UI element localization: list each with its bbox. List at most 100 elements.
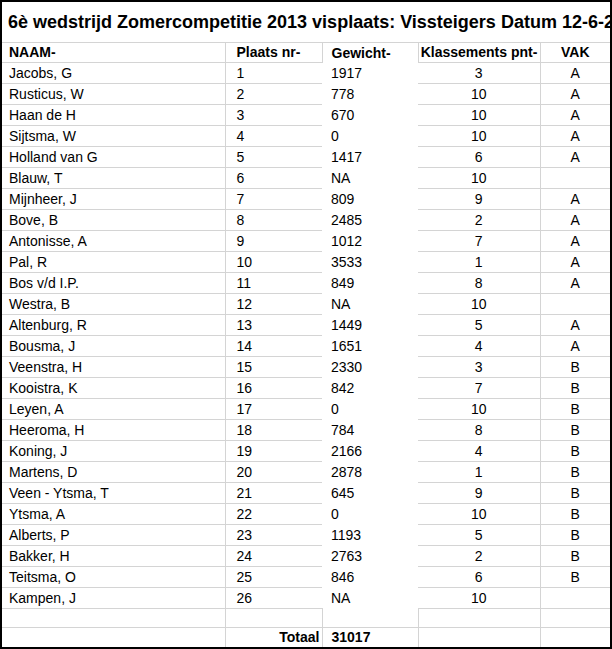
cell-gewicht: 2166 <box>322 440 418 461</box>
cell-pnt: 10 <box>418 587 540 608</box>
table-row: Jacobs, G 1 1917 3 A <box>2 62 610 83</box>
cell-pnt: 10 <box>418 83 540 104</box>
cell-plaats: 1 <box>225 62 322 83</box>
cell-vak: B <box>540 356 610 377</box>
cell-vak: A <box>540 104 610 125</box>
cell-pnt: 9 <box>418 188 540 209</box>
cell-naam: Martens, D <box>2 461 225 482</box>
cell-vak: A <box>540 251 610 272</box>
col-header-gewicht: Gewicht- <box>322 43 418 62</box>
cell-naam: Mijnheer, J <box>2 188 225 209</box>
cell-gewicht: NA <box>322 293 418 314</box>
table-row: Kampen, J 26 NA 10 <box>2 587 610 608</box>
empty-row <box>2 608 610 627</box>
cell-vak: A <box>540 230 610 251</box>
cell-gewicht: 2878 <box>322 461 418 482</box>
cell-plaats: 2 <box>225 83 322 104</box>
cell-naam: Kampen, J <box>2 587 225 608</box>
cell-gewicht: 0 <box>322 398 418 419</box>
cell-gewicht: 846 <box>322 566 418 587</box>
cell-pnt: 5 <box>418 524 540 545</box>
cell-pnt: 9 <box>418 482 540 503</box>
cell-plaats: 5 <box>225 146 322 167</box>
cell-pnt: 10 <box>418 125 540 146</box>
cell-naam: Bousma, J <box>2 335 225 356</box>
cell-plaats: 21 <box>225 482 322 503</box>
cell-naam: Heeroma, H <box>2 419 225 440</box>
cell-vak: A <box>540 188 610 209</box>
cell-vak: A <box>540 314 610 335</box>
table-row: Haan de H 3 670 10 A <box>2 104 610 125</box>
cell-naam: Pal, R <box>2 251 225 272</box>
cell-plaats: 9 <box>225 230 322 251</box>
col-header-naam: NAAM- <box>2 43 225 62</box>
cell-gewicht: 1917 <box>322 62 418 83</box>
cell-naam: Bakker, H <box>2 545 225 566</box>
cell-plaats: 26 <box>225 587 322 608</box>
cell-plaats: 13 <box>225 314 322 335</box>
cell-pnt: 10 <box>418 167 540 188</box>
table-row: Martens, D 20 2878 1 B <box>2 461 610 482</box>
cell-plaats: 8 <box>225 209 322 230</box>
table-row: Holland van G 5 1417 6 A <box>2 146 610 167</box>
cell-naam: Blauw, T <box>2 167 225 188</box>
table-row: Altenburg, R 13 1449 5 A <box>2 314 610 335</box>
cell-pnt: 6 <box>418 566 540 587</box>
table-row: Koning, J 19 2166 4 B <box>2 440 610 461</box>
cell-plaats: 15 <box>225 356 322 377</box>
cell-naam: Kooistra, K <box>2 377 225 398</box>
table-row: Veen - Ytsma, T 21 645 9 B <box>2 482 610 503</box>
cell-gewicht: 2330 <box>322 356 418 377</box>
cell-vak: B <box>540 419 610 440</box>
cell-naam: Jacobs, G <box>2 62 225 83</box>
cell-plaats: 23 <box>225 524 322 545</box>
header-row: NAAM- Plaats nr- Gewicht- Klassements pn… <box>2 43 610 62</box>
page-title: 6è wedstrijd Zomercompetitie 2013 vispla… <box>2 2 610 43</box>
cell-plaats: 17 <box>225 398 322 419</box>
table-row: Heeroma, H 18 784 8 B <box>2 419 610 440</box>
cell-gewicht: 1651 <box>322 335 418 356</box>
cell-plaats: 19 <box>225 440 322 461</box>
cell-gewicht: NA <box>322 167 418 188</box>
cell-plaats: 7 <box>225 188 322 209</box>
cell-pnt: 1 <box>418 251 540 272</box>
total-row: Totaal 31017 <box>2 627 610 647</box>
cell-gewicht: 778 <box>322 83 418 104</box>
cell-gewicht: 670 <box>322 104 418 125</box>
table-row: Pal, R 10 3533 1 A <box>2 251 610 272</box>
total-label: Totaal <box>225 627 322 647</box>
table-row: Antonisse, A 9 1012 7 A <box>2 230 610 251</box>
cell-pnt: 2 <box>418 545 540 566</box>
results-table: NAAM- Plaats nr- Gewicht- Klassements pn… <box>2 43 610 647</box>
cell-vak: B <box>540 440 610 461</box>
cell-gewicht: 809 <box>322 188 418 209</box>
cell-naam: Bos v/d I.P. <box>2 272 225 293</box>
cell-gewicht: 1417 <box>322 146 418 167</box>
col-header-plaats-nr: Plaats nr- <box>225 43 322 62</box>
table-row: Blauw, T 6 NA 10 <box>2 167 610 188</box>
col-header-klassements: Klassements pnt- <box>418 43 540 62</box>
cell-vak: B <box>540 482 610 503</box>
spreadsheet: 6è wedstrijd Zomercompetitie 2013 vispla… <box>0 0 612 649</box>
cell-plaats: 16 <box>225 377 322 398</box>
cell-plaats: 20 <box>225 461 322 482</box>
cell-vak: B <box>540 545 610 566</box>
cell-vak: A <box>540 83 610 104</box>
cell-gewicht: 842 <box>322 377 418 398</box>
cell-vak <box>540 587 610 608</box>
table-row: Leyen, A 17 0 10 B <box>2 398 610 419</box>
cell-vak: B <box>540 503 610 524</box>
cell-plaats: 25 <box>225 566 322 587</box>
cell-pnt: 8 <box>418 419 540 440</box>
table-row: Alberts, P 23 1193 5 B <box>2 524 610 545</box>
cell-plaats: 14 <box>225 335 322 356</box>
cell-gewicht: 0 <box>322 125 418 146</box>
cell-naam: Leyen, A <box>2 398 225 419</box>
table-row: Veenstra, H 15 2330 3 B <box>2 356 610 377</box>
cell-gewicht: NA <box>322 587 418 608</box>
cell-vak <box>540 167 610 188</box>
cell-vak: A <box>540 335 610 356</box>
cell-naam: Ytsma, A <box>2 503 225 524</box>
table-row: Rusticus, W 2 778 10 A <box>2 83 610 104</box>
cell-naam: Holland van G <box>2 146 225 167</box>
